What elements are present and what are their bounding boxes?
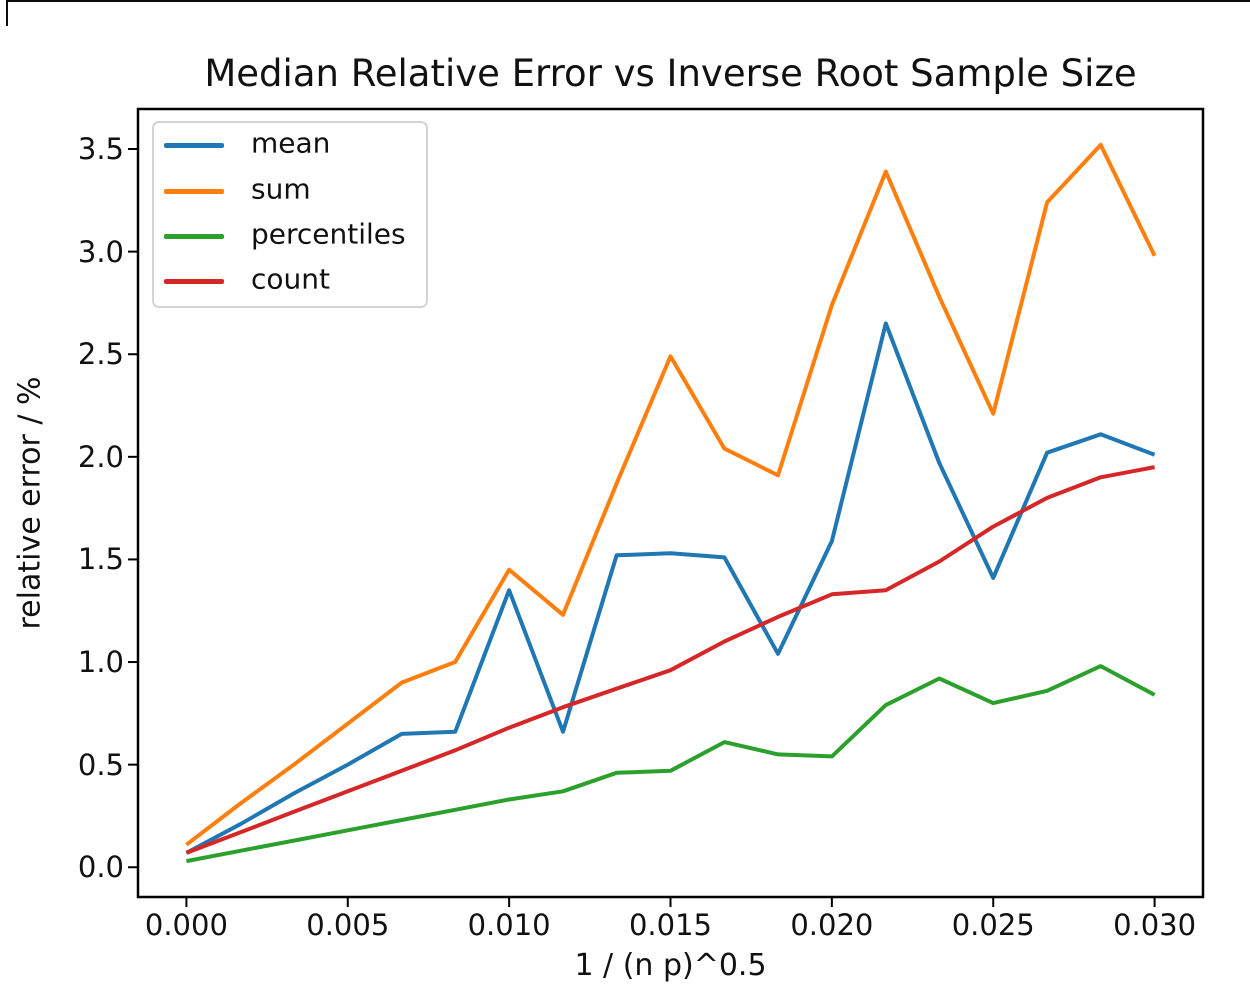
x-tick-label-0.000: 0.000: [144, 908, 228, 942]
legend-label-count: count: [251, 262, 330, 296]
legend-label-sum: sum: [251, 172, 311, 206]
x-tick-label-0.030: 0.030: [1113, 908, 1197, 942]
legend-label-mean: mean: [251, 126, 331, 160]
y-tick-label-2.0: 2.0: [77, 439, 124, 474]
legend-swatch-mean: [164, 142, 224, 148]
x-tick-label-0.010: 0.010: [467, 908, 551, 942]
y-tick-label-3.5: 3.5: [77, 132, 124, 167]
series-line-mean: [185, 321, 1156, 855]
series-line-percentiles: [186, 664, 1156, 864]
x-tick-label-0.005: 0.005: [306, 908, 390, 942]
y-tick-label-1.5: 1.5: [77, 542, 124, 577]
legend-swatch-sum: [164, 188, 224, 194]
y-tick-label-0.0: 0.0: [77, 850, 124, 885]
legend-swatch-count: [164, 278, 224, 284]
series-line-sum: [185, 142, 1157, 847]
y-tick-label-3.0: 3.0: [77, 234, 124, 269]
x-axis-label: 1 / (n p)^0.5: [574, 948, 767, 983]
legend-swatch-percentiles: [164, 233, 224, 239]
x-tick-label-0.025: 0.025: [951, 908, 1035, 942]
y-tick-label-0.5: 0.5: [77, 747, 124, 782]
x-tick-label-0.015: 0.015: [628, 908, 713, 942]
y-tick-label-2.5: 2.5: [77, 337, 124, 372]
x-tick-label-0.020: 0.020: [790, 908, 874, 942]
series-line-count: [185, 465, 1155, 855]
chart-title: Median Relative Error vs Inverse Root Sa…: [204, 52, 1137, 95]
window-left-edge-stub: [6, 0, 8, 26]
axes-frame: [136, 107, 1205, 899]
window-top-edge-line: [6, 0, 1250, 2]
y-tick-label-1.0: 1.0: [77, 645, 124, 680]
legend: mean sum percentiles count: [152, 121, 428, 308]
legend-label-percentiles: percentiles: [251, 217, 406, 251]
y-axis-label: relative error / %: [12, 376, 48, 630]
